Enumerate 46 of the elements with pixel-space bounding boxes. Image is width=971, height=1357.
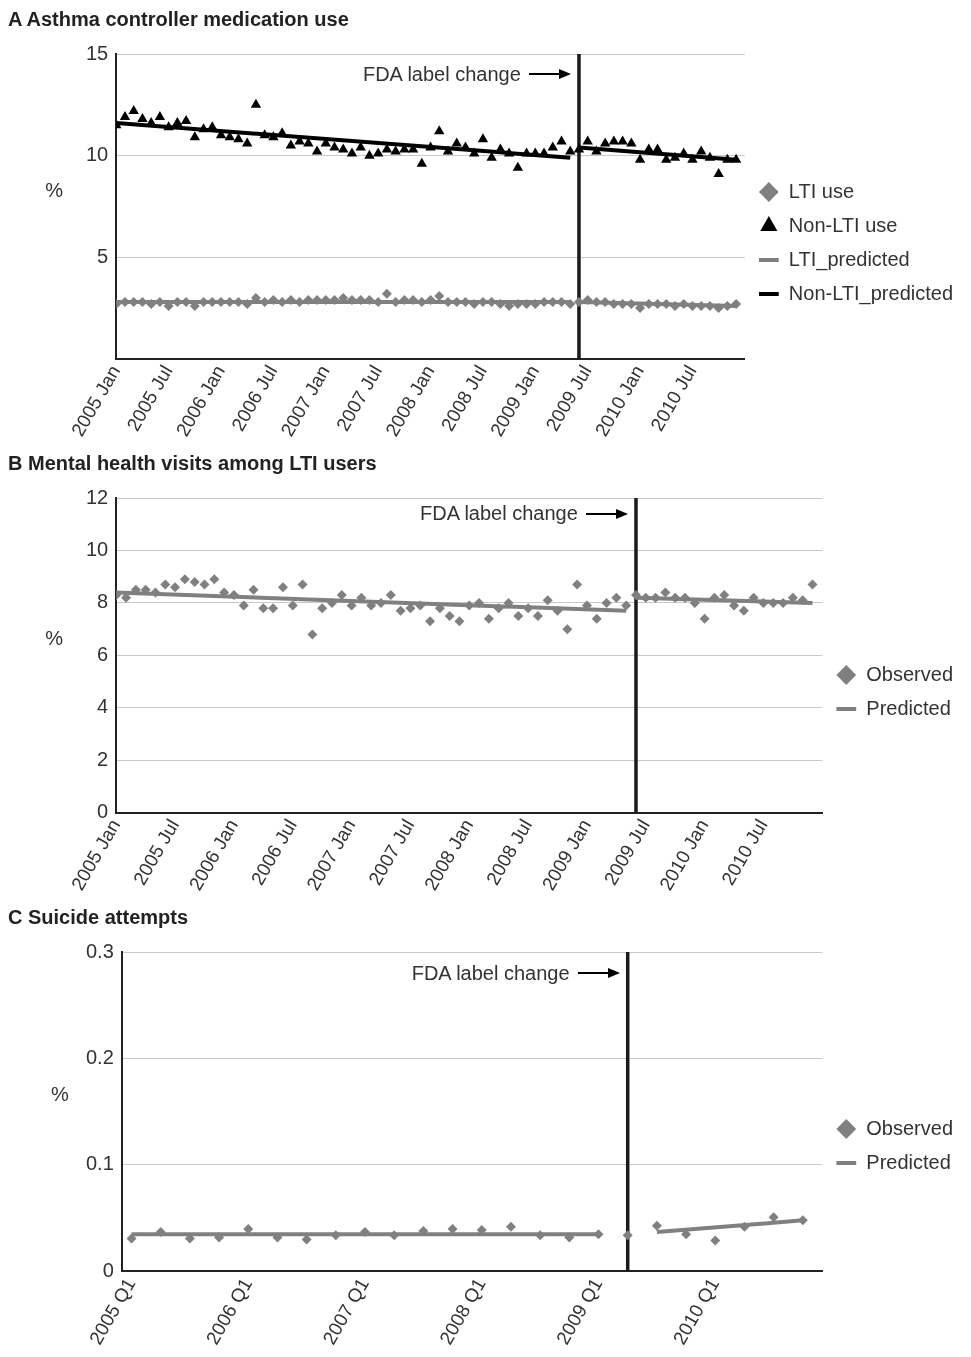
point	[739, 1221, 750, 1232]
point	[447, 1223, 458, 1234]
y-axis-title: %	[45, 178, 64, 201]
y-tick-label: 10	[86, 143, 109, 166]
point	[389, 1230, 400, 1241]
point	[155, 1227, 166, 1238]
legend-label: LTI_predicted	[788, 247, 910, 271]
y-axis-title: %	[45, 627, 64, 650]
legend-label: Observed	[866, 662, 954, 685]
y-tick-label: 0.3	[85, 939, 114, 962]
point	[564, 1232, 575, 1243]
annotation: FDA label change	[419, 502, 578, 526]
y-axis-title: %	[50, 1083, 69, 1106]
point	[272, 1232, 283, 1243]
point	[330, 1230, 341, 1241]
legend-label: Observed	[866, 1116, 954, 1139]
point	[243, 1223, 254, 1234]
point	[622, 1230, 633, 1241]
y-tick-label: 5	[97, 244, 109, 267]
y-tick-label: 12	[86, 485, 109, 508]
y-tick-label: 2	[97, 747, 109, 770]
legend-label: LTI use	[788, 179, 855, 202]
y-tick-label: 0.1	[85, 1152, 114, 1175]
chart-title: A Asthma controller medication use	[8, 8, 350, 32]
y-tick-label: 8	[97, 590, 109, 613]
y-tick-label: 6	[97, 642, 109, 665]
annotation: FDA label change	[411, 961, 570, 985]
y-tick-label: 4	[97, 695, 109, 718]
legend-label: Non-LTI_predicted	[788, 281, 954, 305]
y-tick-label: 0	[97, 800, 109, 823]
point	[360, 1227, 371, 1238]
y-tick-label: 10	[86, 538, 109, 560]
chart-title: B Mental health visits among LTI users	[8, 452, 378, 476]
point	[126, 1233, 137, 1244]
y-tick-label: 15	[86, 41, 109, 64]
point	[505, 1221, 516, 1232]
point	[651, 1220, 662, 1231]
y-tick-label: 0	[102, 1258, 114, 1281]
annotation: FDA label change	[362, 62, 521, 86]
legend-label: Non-LTI use	[788, 213, 898, 236]
legend-label: Predicted	[866, 1150, 951, 1173]
point	[535, 1230, 546, 1241]
legend-label: Predicted	[866, 696, 951, 719]
chart-title: C Suicide attempts	[8, 906, 190, 930]
y-tick-label: 0.2	[85, 1046, 114, 1069]
point	[710, 1235, 721, 1246]
